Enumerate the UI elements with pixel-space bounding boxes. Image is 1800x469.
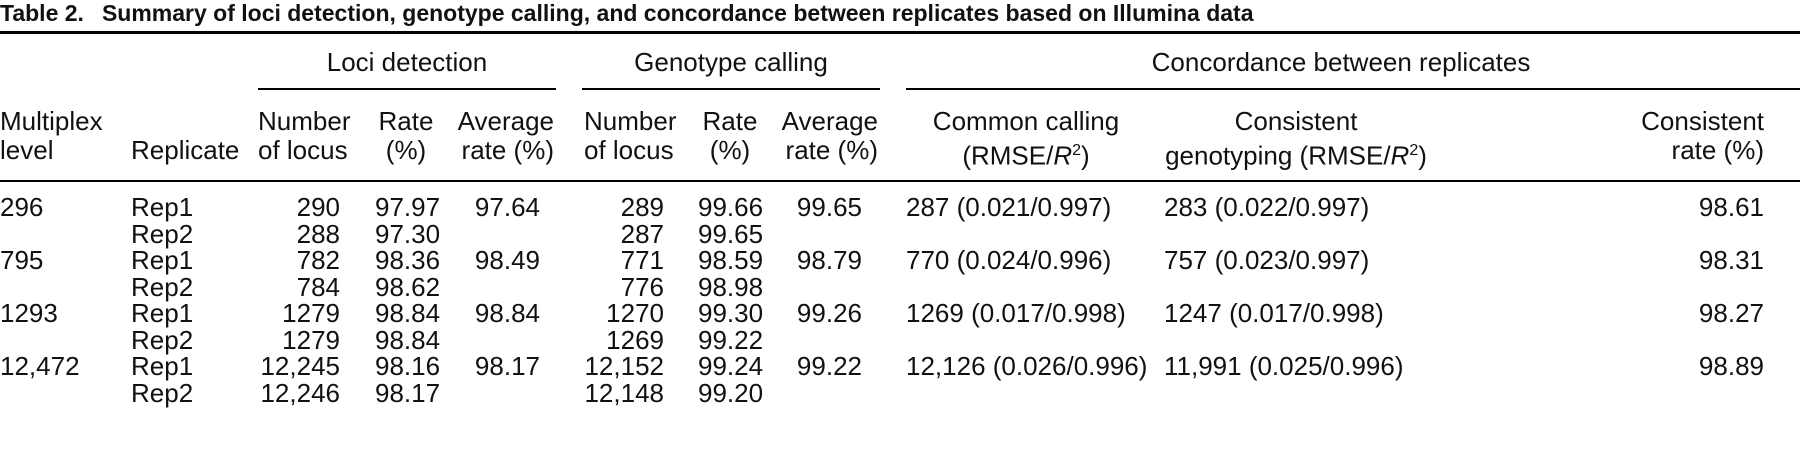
header-ld-average-rate: Average rate (%)	[457, 106, 554, 165]
cell-gc-number: 289	[620, 192, 664, 222]
cell-ld-number: 290	[296, 192, 340, 222]
cell-ld-average-rate: 97.64	[474, 192, 540, 222]
cell-ld-rate: 98.36	[375, 245, 441, 275]
cell-gc-number: 771	[620, 245, 664, 275]
group-genotype-calling: Genotype calling	[634, 47, 828, 77]
cell-consistent-genotyping: 1247 (0.017/0.998)	[1164, 298, 1384, 328]
cell-replicate: Rep1	[131, 192, 194, 222]
group-rule-loci-detection	[258, 88, 556, 90]
cell-ld-average-rate: 98.49	[474, 245, 540, 275]
cell-replicate: Rep1	[131, 298, 194, 328]
cell-ld-rate: 98.62	[375, 271, 441, 302]
cell-ld-number: 12,245	[260, 351, 340, 381]
cell-gc-rate: 99.65	[698, 218, 764, 249]
cell-consistent-rate: 98.89	[1698, 351, 1764, 381]
header-ld-number-of-locus: Number of locus	[258, 106, 351, 165]
cell-gc-number: 12,152	[584, 351, 664, 381]
cell-gc-average-rate: 99.22	[796, 351, 862, 381]
cell-gc-average-rate: 98.79	[796, 245, 862, 275]
cell-consistent-rate: 98.31	[1698, 245, 1764, 275]
cell-gc-rate: 98.98	[698, 271, 764, 302]
header-gc-average-rate: Average rate (%)	[781, 106, 878, 165]
top-rule	[0, 31, 1800, 34]
cell-ld-number: 784	[296, 271, 340, 302]
header-replicate: Replicate	[131, 135, 240, 165]
cell-consistent-genotyping: 11,991 (0.025/0.996)	[1164, 351, 1404, 381]
header-gc-number-of-locus: Number of locus	[584, 106, 677, 165]
cell-replicate: Rep2	[131, 218, 194, 249]
cell-ld-rate: 98.84	[375, 298, 441, 328]
cell-common-calling: 12,126 (0.026/0.996)	[906, 351, 1148, 381]
cell-gc-average-rate: 99.65	[796, 192, 862, 222]
table-number: Table 2.	[0, 0, 84, 26]
cell-multiplex-level: 296	[0, 192, 44, 222]
header-consistent-genotyping: Consistent genotyping (RMSE/R2)	[1165, 106, 1427, 171]
cell-multiplex-level: 12,472	[0, 351, 80, 381]
table-caption: Table 2. Summary of loci detection, genot…	[0, 0, 1254, 27]
cell-ld-number: 782	[296, 245, 340, 275]
cell-ld-number: 288	[296, 218, 340, 249]
cell-gc-rate: 99.22	[698, 324, 764, 355]
cell-ld-rate: 98.16	[375, 351, 441, 381]
cell-replicate: Rep1	[131, 351, 194, 381]
cell-consistent-genotyping: 283 (0.022/0.997)	[1164, 192, 1370, 222]
cell-ld-rate: 98.84	[375, 324, 441, 355]
header-bottom-rule	[0, 180, 1800, 182]
cell-multiplex-level: 795	[0, 245, 44, 275]
cell-gc-number: 776	[620, 271, 664, 302]
cell-gc-rate: 99.66	[698, 192, 764, 222]
header-ld-rate: Rate (%)	[378, 106, 434, 165]
header-multiplex-level: Multiplex level	[0, 106, 103, 165]
cell-gc-average-rate: 99.26	[796, 298, 862, 328]
cell-consistent-genotyping: 757 (0.023/0.997)	[1164, 245, 1370, 275]
cell-replicate: Rep2	[131, 324, 194, 355]
cell-replicate: Rep2	[131, 271, 194, 302]
cell-gc-rate: 99.20	[698, 377, 764, 408]
cell-gc-rate: 98.59	[698, 245, 764, 275]
cell-common-calling: 1269 (0.017/0.998)	[906, 298, 1126, 328]
group-concordance: Concordance between replicates	[1151, 47, 1531, 77]
cell-gc-number: 1270	[606, 298, 664, 328]
cell-common-calling: 770 (0.024/0.996)	[906, 245, 1112, 275]
cell-ld-rate: 97.30	[375, 218, 441, 249]
cell-replicate: Rep1	[131, 245, 194, 275]
cell-ld-rate: 98.17	[375, 377, 441, 408]
cell-multiplex-level: 1293	[0, 298, 58, 328]
cell-ld-number: 1279	[282, 324, 340, 355]
cell-gc-rate: 99.30	[698, 298, 764, 328]
cell-consistent-rate: 98.61	[1698, 192, 1764, 222]
header-gc-rate: Rate (%)	[702, 106, 758, 165]
cell-ld-number: 12,246	[260, 377, 340, 408]
group-loci-detection: Loci detection	[326, 47, 488, 77]
cell-ld-average-rate: 98.84	[474, 298, 540, 328]
cell-gc-number: 287	[620, 218, 664, 249]
cell-ld-average-rate: 98.17	[474, 351, 540, 381]
cell-gc-number: 12,148	[584, 377, 664, 408]
group-rule-concordance	[906, 88, 1800, 90]
cell-ld-rate: 97.97	[375, 192, 441, 222]
cell-ld-number: 1279	[282, 298, 340, 328]
cell-gc-rate: 99.24	[698, 351, 764, 381]
header-common-calling: Common calling (RMSE/R2)	[932, 106, 1120, 171]
table-title: Summary of loci detection, genotype call…	[101, 0, 1254, 26]
cell-common-calling: 287 (0.021/0.997)	[906, 192, 1112, 222]
cell-gc-number: 1269	[606, 324, 664, 355]
cell-consistent-rate: 98.27	[1698, 298, 1764, 328]
group-rule-genotype-calling	[582, 88, 880, 90]
header-consistent-rate: Consistent rate (%)	[1641, 106, 1764, 165]
cell-replicate: Rep2	[131, 377, 194, 408]
